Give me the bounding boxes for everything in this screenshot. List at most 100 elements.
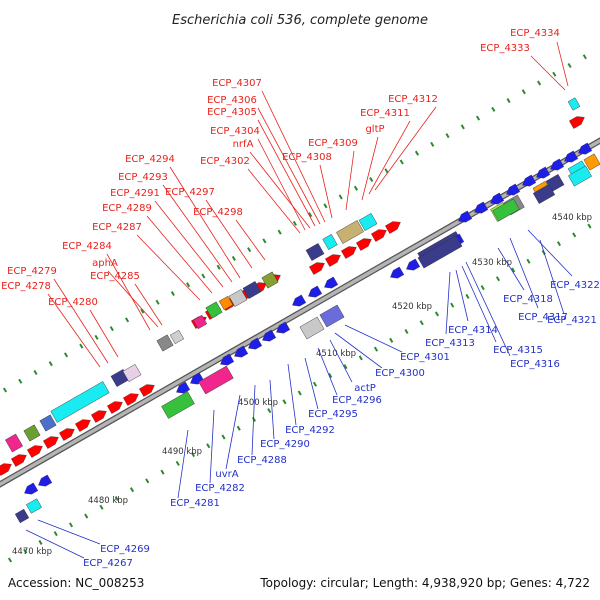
tick-mark — [495, 276, 501, 282]
gene-label: ECP_4307 — [212, 78, 326, 223]
gene-label: ECP_4312 — [374, 94, 438, 191]
leader-line — [445, 271, 451, 335]
gene-block — [50, 381, 110, 423]
gene-block — [39, 414, 57, 432]
tick-mark — [247, 247, 252, 253]
gene-name: ECP_4281 — [170, 498, 220, 509]
reverse-strand-genes — [14, 142, 593, 524]
gene-label: ECP_4285 — [90, 271, 163, 326]
leader-line — [37, 519, 101, 545]
forward-gene-arrow — [0, 463, 12, 476]
gene-block — [417, 235, 463, 269]
leader-line — [497, 247, 525, 291]
gene-block — [319, 304, 345, 328]
tick-mark — [434, 311, 440, 317]
tick-mark — [155, 299, 160, 305]
gene-label: ECP_4267 — [25, 529, 133, 569]
gene-label: ECP_4304 — [210, 126, 306, 231]
gene-block — [358, 213, 378, 231]
forward-gene-arrow — [569, 116, 585, 129]
gene-block — [305, 243, 325, 261]
gene-name: ECP_4290 — [260, 439, 310, 450]
reverse-gene-arrow — [262, 329, 277, 342]
gene-name: ECP_4311 — [360, 108, 410, 119]
gene-block — [122, 364, 142, 382]
reverse-gene-arrow — [390, 266, 405, 279]
leader-line — [25, 529, 85, 559]
gene-label: ECP_4292 — [285, 363, 335, 436]
gene-block — [228, 289, 248, 307]
reverse-gene-arrow — [38, 474, 53, 487]
gene-block — [336, 220, 364, 244]
gene-name: actP — [354, 383, 376, 394]
gene-name: ECP_4287 — [92, 222, 142, 233]
tick-mark — [140, 308, 145, 314]
tick-mark — [399, 159, 404, 165]
gene-label: ECP_4334 — [510, 28, 569, 87]
gene-name: ECP_4309 — [308, 138, 358, 149]
kbp-label: 4480 kbp — [88, 496, 128, 506]
gene-name: ECP_4305 — [207, 107, 257, 118]
gene-label: uvrA — [215, 394, 241, 480]
leader-line — [235, 219, 266, 261]
gene-name: ECP_4295 — [308, 409, 358, 420]
gene-block — [583, 153, 600, 171]
forward-gene-arrow — [59, 428, 75, 441]
reverse-gene-arrow — [536, 166, 551, 179]
tick-mark — [231, 255, 236, 261]
leader-line — [261, 90, 326, 223]
tick-mark — [109, 326, 114, 332]
gene-label: ECP_4306 — [207, 95, 321, 225]
kbp-labels: 4470 kbp 4480 kbp 4490 kbp 4500 kbp 4510 kbp… — [12, 213, 592, 557]
leader-line — [257, 138, 306, 231]
gene-label: nrfA — [233, 139, 311, 229]
tick-mark — [38, 539, 43, 545]
gene-name: ECP_4267 — [83, 558, 133, 569]
gene-name: ECP_4307 — [212, 78, 262, 89]
tick-mark — [292, 220, 297, 226]
leader-line — [177, 429, 189, 499]
gene-label: ECP_4291 — [110, 188, 224, 288]
forward-gene-arrow — [356, 238, 372, 251]
gene-label: ECP_4302 — [200, 156, 301, 234]
gene-name: ECP_4334 — [510, 28, 560, 39]
tick-mark — [328, 372, 333, 378]
reverse-gene-arrow — [308, 285, 323, 298]
gene-name: ECP_4315 — [493, 345, 543, 356]
leader-line — [106, 253, 151, 331]
leader-line — [461, 265, 497, 343]
leader-line — [344, 324, 403, 353]
gene-name: aphA — [92, 258, 118, 269]
leader-line — [146, 215, 213, 294]
gene-name: ECP_4306 — [207, 95, 257, 106]
leader-line — [304, 357, 319, 410]
tick-mark — [129, 487, 135, 493]
reverse-gene-arrow — [176, 381, 191, 394]
gene-block — [161, 391, 195, 419]
tick-mark — [353, 185, 359, 191]
tick-mark — [587, 223, 592, 229]
tick-mark — [68, 522, 74, 528]
gene-label: ECP_4281 — [170, 429, 220, 509]
tick-mark — [419, 320, 424, 326]
gene-label: ECP_4298 — [193, 207, 266, 261]
gene-label: ECP_4305 — [207, 107, 316, 227]
gene-label: ECP_4289 — [102, 203, 213, 294]
gene-label: actP — [329, 339, 376, 394]
gene-label: ECP_4309 — [308, 138, 358, 211]
kbp-label: 4490 kbp — [162, 447, 202, 457]
gene-block — [299, 316, 325, 340]
gene-name: ECP_4278 — [1, 281, 51, 292]
tick-mark — [221, 434, 226, 440]
leader-line — [162, 184, 233, 283]
gene-label: ECP_4322 — [527, 229, 600, 291]
gene-name: ECP_4284 — [62, 241, 112, 252]
gene-name: ECP_4322 — [550, 280, 600, 291]
tick-mark — [201, 273, 206, 279]
reverse-gene-arrow — [324, 276, 339, 289]
leader-line — [455, 269, 469, 322]
gene-label: ECP_4279 — [7, 266, 109, 364]
tick-mark — [18, 378, 23, 384]
tick-mark — [389, 337, 394, 343]
gene-block — [26, 498, 42, 514]
